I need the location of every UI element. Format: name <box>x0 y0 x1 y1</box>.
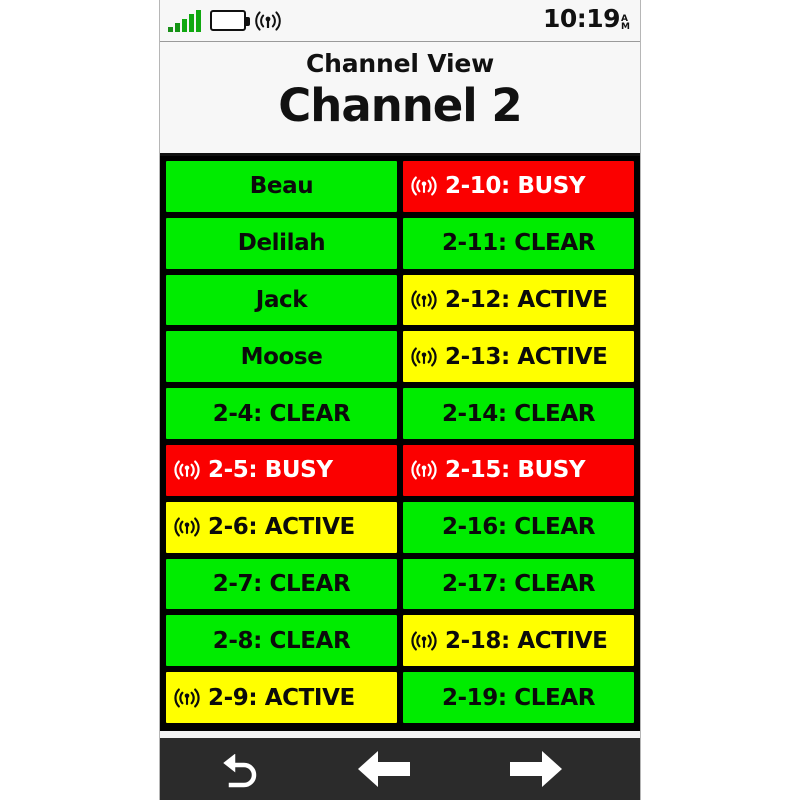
channel-cell-inner: Beau <box>166 173 397 199</box>
broadcast-icon <box>411 174 437 198</box>
channel-cell[interactable]: Moose <box>166 331 397 383</box>
channel-cell-inner: 2-6: ACTIVE <box>166 514 397 540</box>
channel-cell-label: 2-18: ACTIVE <box>445 627 608 654</box>
clock-meridiem-bottom: M <box>621 21 630 32</box>
channel-cell[interactable]: 2-19: CLEAR <box>403 672 634 723</box>
device-screen: 10:19 A M Channel View Channel 2 Beau 2-… <box>159 0 641 800</box>
channel-cell-inner: 2-16: CLEAR <box>403 514 634 540</box>
channel-cell-inner: 2-18: ACTIVE <box>403 628 634 654</box>
channel-cell[interactable]: Beau <box>166 161 397 212</box>
channel-cell[interactable]: 2-6: ACTIVE <box>166 501 397 553</box>
channel-cell-label: 2-16: CLEAR <box>441 514 596 541</box>
channel-cell-inner: 2-12: ACTIVE <box>403 287 634 313</box>
channel-cell-label: Jack <box>255 286 308 313</box>
channel-cell[interactable]: 2-16: CLEAR <box>403 501 634 553</box>
battery-full-icon <box>210 10 250 31</box>
channel-cell-inner: 2-8: CLEAR <box>166 628 397 654</box>
channel-cell[interactable]: 2-18: ACTIVE <box>403 615 634 667</box>
channel-cell-inner: 2-11: CLEAR <box>403 230 634 256</box>
broadcast-icon <box>174 686 200 710</box>
channel-cell-inner: 2-14: CLEAR <box>403 401 634 427</box>
status-bar: 10:19 A M <box>160 0 640 42</box>
channel-cell-label: 2-11: CLEAR <box>441 230 596 257</box>
channel-cell[interactable]: 2-17: CLEAR <box>403 558 634 610</box>
channel-cell[interactable]: 2-5: BUSY <box>166 444 397 496</box>
back-arrow-icon[interactable] <box>160 738 310 800</box>
channel-cell[interactable]: 2-8: CLEAR <box>166 615 397 667</box>
clock-meridiem: A M <box>621 14 630 32</box>
channel-cell-label: 2-17: CLEAR <box>441 570 596 597</box>
channel-cell[interactable]: 2-10: BUSY <box>403 161 634 212</box>
nav-separator <box>160 727 640 738</box>
channel-cell-inner: 2-19: CLEAR <box>403 685 634 711</box>
channel-cell-label: 2-15: BUSY <box>445 457 586 484</box>
channel-cell-label: 2-14: CLEAR <box>441 400 596 427</box>
channel-cell-label: 2-6: ACTIVE <box>208 514 355 541</box>
channel-cell-label: 2-13: ACTIVE <box>445 343 608 370</box>
broadcast-icon <box>255 9 281 33</box>
channel-cell-inner: 2-17: CLEAR <box>403 571 634 597</box>
header-subtitle: Channel View <box>306 49 494 78</box>
channel-cell-label: 2-12: ACTIVE <box>445 286 608 313</box>
channel-grid: Beau 2-10: BUSY Delilah 2-11: CLEAR Jack 2-… <box>166 161 634 723</box>
channel-cell-inner: 2-10: BUSY <box>403 173 634 199</box>
channel-cell-inner: 2-9: ACTIVE <box>166 685 397 711</box>
channel-cell[interactable]: 2-4: CLEAR <box>166 388 397 439</box>
broadcast-icon <box>411 629 437 653</box>
channel-cell-label: 2-9: ACTIVE <box>208 684 355 711</box>
broadcast-icon <box>411 288 437 312</box>
channel-cell[interactable]: 2-11: CLEAR <box>403 217 634 269</box>
channel-grid-container: Beau 2-10: BUSY Delilah 2-11: CLEAR Jack 2-… <box>160 156 640 727</box>
channel-cell[interactable]: 2-7: CLEAR <box>166 558 397 610</box>
clock-time: 10:19 <box>542 4 621 34</box>
channel-cell[interactable]: 2-14: CLEAR <box>403 388 634 439</box>
channel-cell[interactable]: 2-9: ACTIVE <box>166 672 397 723</box>
channel-cell-label: Moose <box>240 343 323 370</box>
signal-bars-icon <box>168 9 201 32</box>
channel-cell-inner: 2-5: BUSY <box>166 457 397 483</box>
broadcast-icon <box>174 458 200 482</box>
channel-cell[interactable]: Jack <box>166 274 397 326</box>
page-title: Channel 2 <box>278 79 522 132</box>
channel-cell-label: Delilah <box>237 230 326 257</box>
channel-cell-inner: Moose <box>166 344 397 370</box>
broadcast-icon <box>411 458 437 482</box>
status-clock: 10:19 A M <box>543 4 630 37</box>
channel-cell-inner: 2-13: ACTIVE <box>403 344 634 370</box>
channel-cell[interactable]: 2-13: ACTIVE <box>403 331 634 383</box>
channel-cell-inner: Delilah <box>166 230 397 256</box>
navigation-bar <box>160 738 640 800</box>
channel-cell-label: 2-8: CLEAR <box>212 627 351 654</box>
channel-cell-inner: Jack <box>166 287 397 313</box>
channel-cell[interactable]: 2-12: ACTIVE <box>403 274 634 326</box>
arrow-right-icon[interactable] <box>460 738 610 800</box>
channel-cell[interactable]: Delilah <box>166 217 397 269</box>
channel-cell[interactable]: 2-15: BUSY <box>403 444 634 496</box>
clock-meridiem-top: A <box>621 14 628 25</box>
broadcast-icon <box>174 515 200 539</box>
channel-cell-inner: 2-4: CLEAR <box>166 401 397 427</box>
channel-cell-label: 2-10: BUSY <box>445 173 586 200</box>
channel-cell-label: 2-7: CLEAR <box>212 570 351 597</box>
page-header: Channel View Channel 2 <box>160 42 640 156</box>
channel-cell-label: 2-19: CLEAR <box>441 684 596 711</box>
channel-cell-label: Beau <box>249 173 314 200</box>
channel-cell-inner: 2-15: BUSY <box>403 457 634 483</box>
channel-cell-label: 2-4: CLEAR <box>212 400 351 427</box>
arrow-left-icon[interactable] <box>310 738 460 800</box>
broadcast-icon <box>411 345 437 369</box>
status-indicators <box>168 9 281 33</box>
channel-cell-label: 2-5: BUSY <box>208 457 333 484</box>
channel-cell-inner: 2-7: CLEAR <box>166 571 397 597</box>
